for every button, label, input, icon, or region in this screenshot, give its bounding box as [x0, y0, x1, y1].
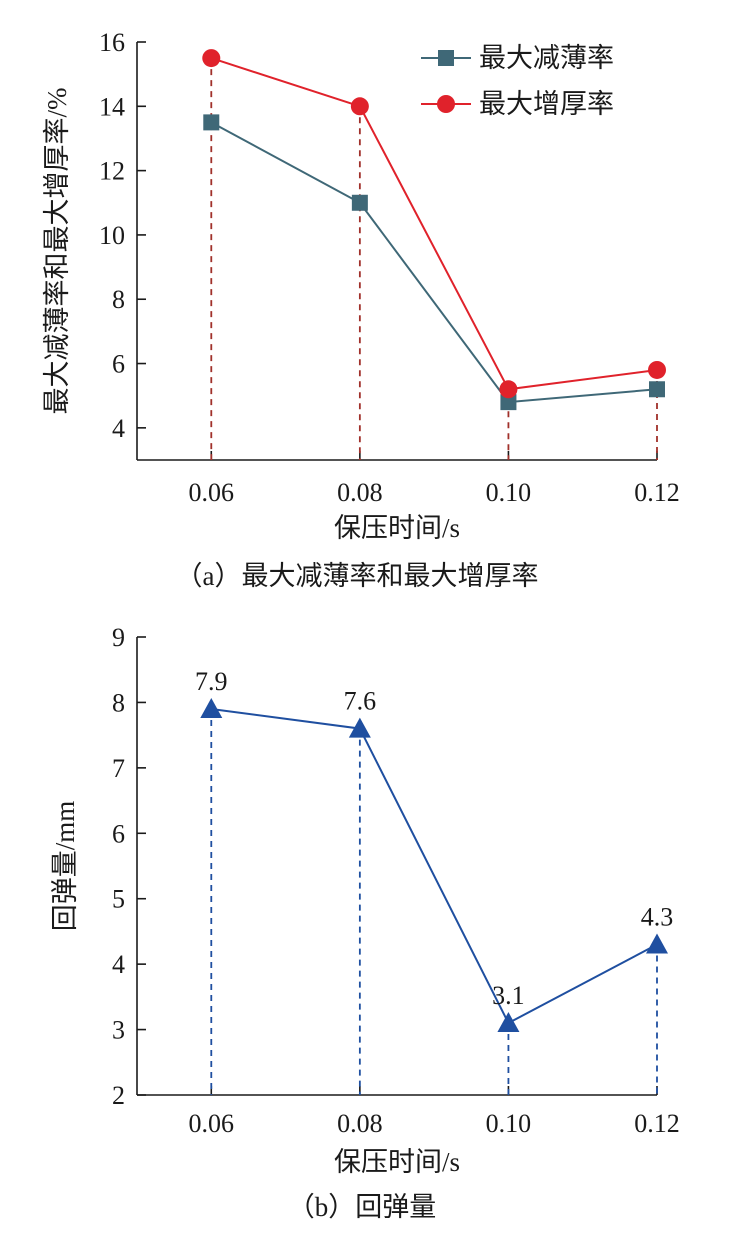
data-label: 4.3	[641, 903, 674, 932]
y-tick-label: 4	[112, 414, 125, 443]
data-point-circle	[499, 380, 518, 399]
x-tick-label: 0.06	[189, 1109, 235, 1138]
y-tick-label: 8	[112, 688, 125, 717]
legend-entry: 最大增厚率	[479, 89, 614, 119]
y-tick-label: 7	[112, 754, 125, 783]
chart-caption: （a）最大减薄率和最大增厚率	[176, 561, 539, 591]
data-point-square	[649, 381, 665, 398]
series-line-2	[210, 57, 658, 391]
x-tick-label: 0.10	[486, 1109, 532, 1138]
data-point-square	[500, 394, 517, 411]
y-tick-label: 6	[112, 350, 125, 379]
y-tick-label: 14	[99, 92, 125, 121]
x-tick-label: 0.10	[486, 478, 532, 507]
legend-entry: 最大减薄率	[479, 43, 614, 73]
y-tick-label: 5	[112, 885, 125, 914]
series-line-1	[211, 707, 658, 1025]
data-label: 7.9	[195, 667, 228, 696]
y-tick-label: 10	[99, 221, 125, 250]
x-tick-label: 0.12	[634, 1109, 680, 1138]
y-tick-label: 8	[112, 285, 125, 314]
legend-marker-square	[438, 50, 454, 66]
data-point-triangle	[497, 1012, 520, 1033]
data-point-circle	[350, 97, 369, 116]
data-point-circle	[202, 49, 221, 68]
data-point-triangle	[348, 717, 371, 738]
series-line-1	[210, 121, 658, 404]
x-tick-label: 0.06	[189, 478, 235, 507]
y-tick-label: 3	[112, 1016, 125, 1045]
x-axis-title: 保压时间/s	[334, 1147, 460, 1177]
data-label: 7.6	[344, 687, 377, 716]
data-point-triangle	[646, 933, 668, 954]
legend-marker-circle	[437, 95, 455, 113]
chart-a-thinning-thickening: 4 6 8 10 12 14 16 0.06 0.08 0.10 0.12 最大减薄率最大增厚率保压时…	[42, 28, 680, 591]
x-tick-label: 0.08	[337, 478, 383, 507]
y-tick-label: 9	[112, 623, 125, 652]
chart-caption: （b）回弹量	[288, 1192, 437, 1222]
x-tick-label: 0.12	[634, 478, 680, 507]
data-point-square	[203, 114, 220, 131]
x-tick-label: 0.08	[337, 1109, 383, 1138]
data-point-triangle	[200, 697, 223, 718]
y-tick-label: 16	[99, 28, 125, 57]
y-tick-label: 4	[112, 950, 125, 979]
data-point-circle	[648, 360, 666, 379]
y-axis-title: 最大减薄率和最大增厚率/%	[42, 88, 72, 415]
data-label: 3.1	[492, 981, 525, 1010]
y-tick-label: 12	[99, 157, 125, 186]
y-axis-title: 回弹量/mm	[50, 801, 80, 932]
x-axis-title: 保压时间/s	[334, 513, 460, 543]
y-tick-label: 6	[112, 819, 125, 848]
data-point-square	[351, 194, 368, 211]
y-tick-label: 2	[112, 1081, 125, 1110]
chart-b-springback: 2 3 4 5 6 7 8 9 0.06 0.08 0.10 0.12 7.9 7.6 3.1 4.3 保压时间…	[50, 623, 680, 1222]
